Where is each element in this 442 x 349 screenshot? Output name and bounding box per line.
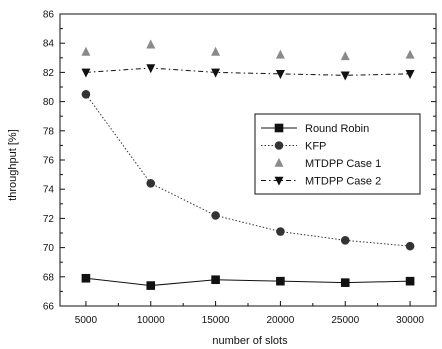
y-axis-title: throughput [%] xyxy=(7,129,19,201)
data-point-mtdpp-case-2 xyxy=(405,70,415,80)
x-tick-label: 15000 xyxy=(202,315,230,326)
data-point-mtdpp-case-1 xyxy=(81,46,91,56)
x-tick-label: 25000 xyxy=(331,315,359,326)
data-point-round-robin xyxy=(81,273,91,283)
data-point-round-robin xyxy=(146,281,156,290)
data-point-mtdpp-case-2 xyxy=(275,70,285,80)
y-tick-label: 70 xyxy=(43,243,55,254)
data-point-mtdpp-case-1 xyxy=(211,46,221,56)
data-point-kfp xyxy=(340,236,350,245)
series-line-mtdpp-case-2 xyxy=(85,67,411,76)
data-point-kfp xyxy=(276,227,285,236)
y-tick-label: 76 xyxy=(43,156,55,167)
data-point-round-robin xyxy=(340,278,350,287)
series-round-robin xyxy=(81,273,415,290)
y-tick-label: 78 xyxy=(43,126,55,137)
data-point-mtdpp-case-2 xyxy=(340,71,350,81)
legend-marker-round-robin xyxy=(274,123,284,133)
series-mtdpp-case-2 xyxy=(81,64,415,81)
y-tick-label: 86 xyxy=(43,10,55,21)
data-point-kfp xyxy=(405,241,415,251)
series-mtdpp-case-1 xyxy=(81,39,415,61)
data-point-kfp xyxy=(211,211,220,220)
x-tick-label: 5000 xyxy=(75,315,98,326)
legend-marker-mtdpp-case-2 xyxy=(274,176,284,186)
series-line-round-robin xyxy=(85,277,411,287)
legend-label-kfp: KFP xyxy=(305,141,326,153)
data-point-mtdpp-case-1 xyxy=(340,51,350,61)
data-point-round-robin xyxy=(211,275,220,285)
y-tick-label: 68 xyxy=(43,272,55,283)
legend-marker-mtdpp-case-1 xyxy=(274,157,284,167)
data-point-mtdpp-case-1 xyxy=(405,49,415,59)
y-tick-label: 82 xyxy=(43,68,55,79)
axis-ticks: 66 68 70 72 74 76 78 80 82 84 86 5000 10000 15000 2000… xyxy=(43,10,436,326)
data-point-mtdpp-case-1 xyxy=(146,39,156,49)
data-point-round-robin xyxy=(276,276,285,286)
series-layer xyxy=(81,39,415,290)
x-tick-label: 20000 xyxy=(267,315,295,326)
y-tick-label: 84 xyxy=(43,39,55,50)
data-point-mtdpp-case-2 xyxy=(211,68,221,78)
y-tick-label: 66 xyxy=(43,302,55,313)
data-point-kfp xyxy=(81,90,91,99)
legend: Round Robin KFP MTDPP Case 1 MTDPP Case 2 xyxy=(254,113,421,195)
legend-label-round-robin: Round Robin xyxy=(305,123,369,135)
x-tick-label: 10000 xyxy=(137,315,165,326)
legend-marker-kfp xyxy=(274,141,284,150)
y-tick-label: 72 xyxy=(43,214,55,225)
legend-label-mtdpp-case-1: MTDPP Case 1 xyxy=(305,158,381,170)
series-kfp xyxy=(81,90,415,251)
data-point-mtdpp-case-2 xyxy=(81,68,91,78)
data-point-round-robin xyxy=(405,276,415,286)
data-point-mtdpp-case-2 xyxy=(146,64,156,74)
y-tick-label: 80 xyxy=(43,97,55,108)
legend-label-mtdpp-case-2: MTDPP Case 2 xyxy=(305,176,381,188)
series-line-kfp xyxy=(85,94,411,247)
data-point-kfp xyxy=(146,179,156,188)
data-point-mtdpp-case-1 xyxy=(275,49,285,59)
x-tick-label: 30000 xyxy=(396,315,424,326)
x-axis-title: number of slots xyxy=(212,335,288,347)
y-tick-label: 74 xyxy=(43,185,55,196)
